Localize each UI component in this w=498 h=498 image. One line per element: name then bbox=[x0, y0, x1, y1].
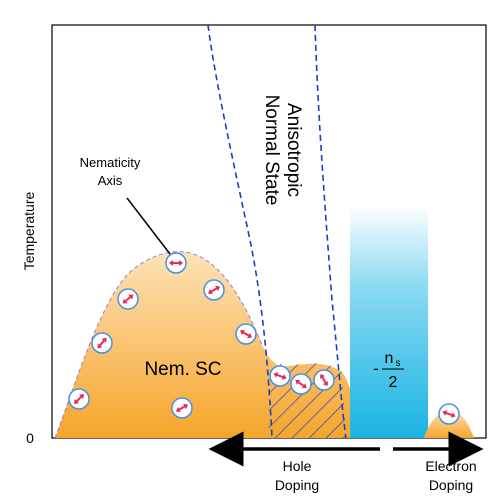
ns-denominator: 2 bbox=[389, 374, 398, 391]
normal-state-right-boundary bbox=[314, 25, 347, 438]
ns-sign: - bbox=[373, 359, 379, 378]
electron-doping-label-1: Electron bbox=[425, 458, 476, 474]
normal-state-left-boundary bbox=[207, 25, 273, 438]
spin-symbol bbox=[313, 369, 335, 391]
spin-symbol bbox=[171, 397, 193, 419]
spin-symbol bbox=[269, 365, 291, 387]
anisotropic-label: Anisotropic bbox=[283, 103, 304, 197]
nematicity-axis-label-1: Nematicity bbox=[80, 155, 141, 170]
sc-dome-boundary bbox=[54, 251, 263, 438]
nematic-sc-label: Nem. SC bbox=[144, 359, 221, 380]
y-axis-label: Temperature bbox=[21, 191, 37, 270]
electron-doping-label-2: Doping bbox=[429, 477, 473, 493]
ns-numerator: n bbox=[385, 350, 394, 367]
spin-symbol bbox=[290, 373, 312, 395]
nematicity-pointer-line bbox=[126, 197, 171, 255]
spin-symbol bbox=[235, 323, 257, 345]
spin-symbol bbox=[68, 388, 90, 410]
spin-symbols bbox=[68, 252, 460, 425]
spin-symbol bbox=[91, 332, 113, 354]
spin-symbol bbox=[203, 279, 225, 301]
normal-state-label: Normal State bbox=[261, 95, 282, 206]
hole-doping-label-2: Doping bbox=[275, 477, 319, 493]
spin-symbol bbox=[117, 288, 139, 310]
hole-doping-label-1: Hole bbox=[283, 458, 312, 474]
ns-bar bbox=[350, 205, 428, 438]
origin-label: 0 bbox=[26, 430, 34, 446]
spin-symbol bbox=[165, 252, 187, 274]
spin-symbol bbox=[438, 403, 460, 425]
nematicity-axis-label-2: Axis bbox=[98, 173, 123, 188]
ns-subscript: s bbox=[396, 358, 401, 369]
